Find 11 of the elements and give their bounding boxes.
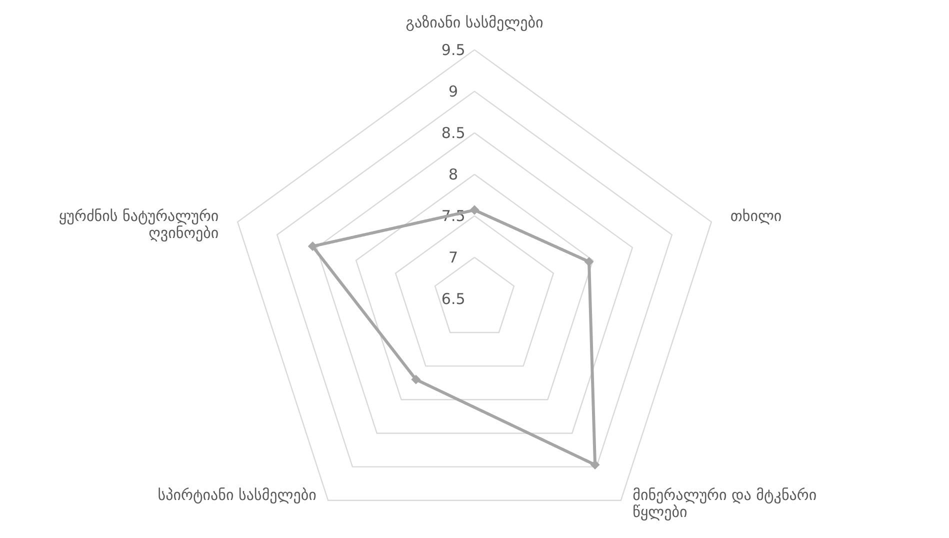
y-tick-label: 8	[448, 165, 458, 184]
spoke-label: მინერალური და მტკნარი წყლები	[632, 486, 817, 521]
spoke-label: სპირტიანი სასმელები	[158, 486, 317, 504]
spoke-label: თხილი	[730, 206, 782, 225]
y-tick-label: 8.5	[441, 124, 466, 142]
spoke-label: გაზიანი სასმელები	[406, 13, 544, 32]
y-tick-label: 7	[448, 248, 458, 266]
y-tick-label: 9.5	[441, 40, 466, 59]
y-tick-label: 6.5	[441, 290, 466, 308]
y-tick-label: 9	[448, 82, 458, 100]
spoke-label: ყურძნის ნატურალური ღვინოები	[58, 206, 219, 242]
